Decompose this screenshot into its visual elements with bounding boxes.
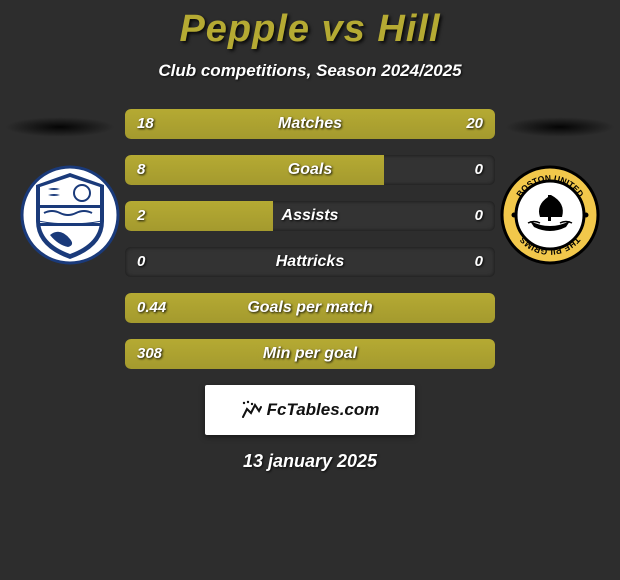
- stat-label: Goals per match: [125, 293, 495, 323]
- page-title: Pepple vs Hill: [0, 0, 620, 51]
- stat-label: Hattricks: [125, 247, 495, 277]
- branding-badge: FcTables.com: [205, 385, 415, 435]
- stat-bars: 1820Matches 80Goals 20Assists 00Hattricks 0.…: [125, 109, 495, 369]
- southend-united-icon: [20, 165, 120, 265]
- stat-label: Goals: [125, 155, 495, 185]
- stat-label: Assists: [125, 201, 495, 231]
- boston-united-icon: BOSTON UNITED THE PILGRIMS: [500, 165, 600, 265]
- club-crest-right: BOSTON UNITED THE PILGRIMS: [500, 165, 600, 265]
- stat-row: 0.44Goals per match: [125, 293, 495, 323]
- stat-label: Matches: [125, 109, 495, 139]
- stat-row: 20Assists: [125, 201, 495, 231]
- stat-row: 1820Matches: [125, 109, 495, 139]
- stat-row: 00Hattricks: [125, 247, 495, 277]
- comparison-arena: BOSTON UNITED THE PILGRIMS 1820Matches 80…: [0, 109, 620, 369]
- stat-row: 308Min per goal: [125, 339, 495, 369]
- stat-label: Min per goal: [125, 339, 495, 369]
- subtitle: Club competitions, Season 2024/2025: [0, 61, 620, 81]
- club-crest-left: [20, 165, 120, 265]
- player2-shadow: [505, 117, 615, 137]
- stat-row: 80Goals: [125, 155, 495, 185]
- fctables-logo-icon: [241, 399, 263, 421]
- branding-text: FcTables.com: [267, 400, 380, 420]
- infographic-date: 13 january 2025: [0, 451, 620, 472]
- player1-shadow: [5, 117, 115, 137]
